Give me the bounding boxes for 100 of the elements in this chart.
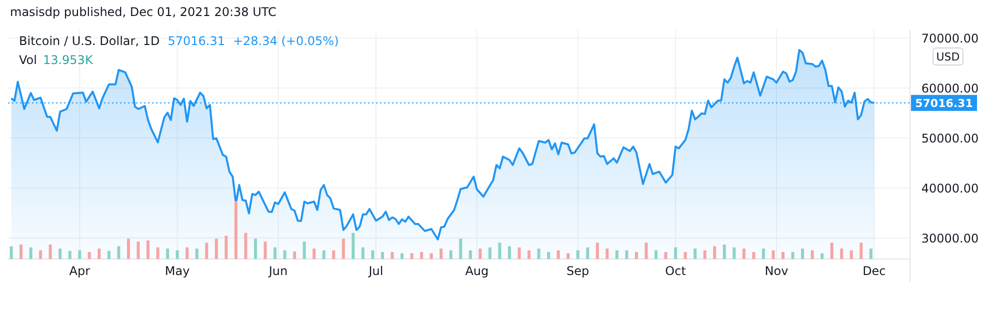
text: masisdp published, Dec 01, 2021 20:38 UTC <box>10 5 276 19</box>
bar <box>126 238 130 259</box>
bar <box>634 252 638 259</box>
bar <box>556 250 560 259</box>
bar <box>224 236 228 259</box>
chart-title: Bitcoin / U.S. Dollar, 1D <box>19 34 160 48</box>
bar <box>840 248 844 259</box>
bar <box>195 248 198 259</box>
bar <box>440 248 443 259</box>
bar <box>166 248 170 259</box>
bar <box>48 244 52 259</box>
bar <box>664 252 668 259</box>
annotation: 57016.31 <box>168 34 225 48</box>
bar <box>20 244 23 259</box>
bar <box>478 248 482 259</box>
bar <box>801 248 804 259</box>
bar <box>98 248 101 259</box>
annotation: 13.953K <box>42 53 94 67</box>
bar <box>430 253 433 259</box>
bar <box>537 248 540 259</box>
bar <box>713 246 716 259</box>
bar <box>214 238 218 259</box>
bar <box>742 248 746 259</box>
bar <box>293 251 296 259</box>
bar <box>205 242 208 259</box>
y-tick-label: 30000.00 <box>921 232 979 246</box>
bar <box>498 242 502 259</box>
bar <box>468 250 472 259</box>
bar <box>186 247 189 259</box>
bar <box>694 248 697 259</box>
bar <box>361 247 364 259</box>
bar <box>850 250 853 259</box>
bar <box>869 248 872 259</box>
bar <box>29 247 32 259</box>
bar <box>772 250 775 259</box>
x-tick-label: Jun <box>268 264 288 278</box>
bar <box>274 247 277 259</box>
bar <box>703 250 706 259</box>
bar <box>78 250 82 259</box>
bar <box>244 232 248 259</box>
bar <box>283 250 286 259</box>
bar <box>586 247 590 259</box>
bar <box>352 232 355 259</box>
bar <box>732 247 736 259</box>
bar <box>380 252 384 259</box>
bar <box>576 250 580 259</box>
bar <box>528 250 531 259</box>
bar <box>88 252 91 259</box>
bar <box>810 250 814 259</box>
bar <box>410 253 414 259</box>
y-tick-label: 50000.00 <box>921 132 979 146</box>
bar <box>566 253 570 259</box>
bar <box>791 252 794 259</box>
y-tick-label: 60000.00 <box>921 82 979 96</box>
bar <box>371 250 374 259</box>
x-tick-label: Aug <box>465 264 489 278</box>
bar <box>156 247 160 259</box>
bar <box>674 247 678 259</box>
bar <box>547 252 550 259</box>
bar <box>615 250 618 259</box>
bar <box>644 242 648 259</box>
annotation: Vol <box>19 53 37 67</box>
bar <box>860 242 863 259</box>
bar <box>58 248 62 259</box>
bar <box>625 250 628 259</box>
bar <box>400 253 404 259</box>
bar <box>459 238 462 259</box>
y-tick-label: 70000.00 <box>921 32 979 46</box>
bar <box>684 252 687 259</box>
bar <box>312 248 316 259</box>
bar <box>782 252 785 259</box>
x-tick-label: Apr <box>69 264 90 278</box>
bar <box>606 248 609 259</box>
bar <box>136 242 140 259</box>
bar <box>449 250 452 259</box>
bar <box>488 247 492 259</box>
bar <box>117 246 120 259</box>
bar <box>176 250 179 259</box>
bar <box>420 252 424 259</box>
bar <box>596 242 599 259</box>
x-tick-label: May <box>164 264 190 278</box>
bar <box>820 253 824 259</box>
annotation: +28.34 (+0.05%) <box>232 34 339 48</box>
bar <box>752 252 756 259</box>
x-tick-label: Nov <box>764 264 788 278</box>
bar <box>518 247 521 259</box>
x-tick-label: Sep <box>566 264 590 278</box>
x-tick-label: Jul <box>368 264 384 278</box>
bar <box>254 238 257 259</box>
bar <box>762 248 765 259</box>
bar <box>722 244 726 259</box>
x-tick-label: Oct <box>665 264 686 278</box>
bar <box>390 252 394 259</box>
bar <box>332 250 336 259</box>
bar <box>39 250 42 259</box>
bar <box>68 250 72 259</box>
y-tick-label: 40000.00 <box>921 182 979 196</box>
x-tick-label: Dec <box>862 264 886 278</box>
y-axis-title: USD <box>936 50 960 64</box>
bar <box>654 250 658 259</box>
